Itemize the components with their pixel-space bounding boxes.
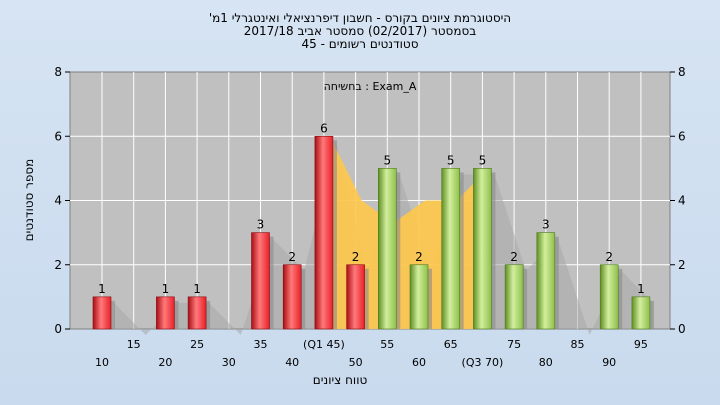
x-tick-label-9: 55: [380, 338, 394, 351]
data-label-65: 5: [447, 153, 455, 167]
x-tick-label-4: 30: [222, 356, 236, 369]
y-tick-label-left-2: 2: [54, 258, 62, 272]
data-label-75: 2: [510, 250, 518, 264]
data-label-35: 3: [257, 218, 265, 232]
data-label-10: 1: [98, 282, 106, 296]
bar-65: [441, 168, 461, 330]
y-tick-label-right-2: 2: [678, 258, 686, 272]
chart-title-line-1: היסטוגרמת ציונים בקורס - חשבון דיפרנציאל…: [209, 11, 511, 25]
y-tick-label-left-6: 6: [54, 129, 62, 143]
y-tick-label-left-0: 0: [54, 322, 62, 336]
data-label-40: 2: [288, 250, 296, 264]
x-tick-label-13: 75: [507, 338, 521, 351]
data-label-(Q1 45): 6: [320, 121, 328, 135]
x-tick-label-0: 10: [95, 356, 109, 369]
data-label-80: 3: [542, 218, 550, 232]
data-label-90: 2: [605, 250, 613, 264]
x-tick-label-17: 95: [634, 338, 648, 351]
y-tick-label-right-6: 6: [678, 129, 686, 143]
x-tick-label-10: 60: [412, 356, 426, 369]
bar-20: [156, 296, 175, 330]
data-label-55: 5: [383, 153, 391, 167]
y-tick-label-right-4: 4: [678, 194, 686, 208]
y-tick-label-right-0: 0: [678, 322, 686, 336]
x-tick-label-14: 80: [539, 356, 553, 369]
data-label-25: 1: [193, 282, 201, 296]
x-tick-label-2: 20: [158, 356, 172, 369]
bar-(Q1 45): [314, 135, 334, 330]
exam-annotation: Exam_A : בחשיחה: [324, 80, 417, 93]
chart-title-line-2: בסמסטר (02/2017) סמסטר אביב 2017/18: [244, 24, 476, 38]
bar-90: [599, 264, 619, 330]
x-tick-label-12: (Q3 70): [462, 356, 504, 369]
bar-95: [631, 296, 651, 330]
x-axis-title: טווח ציונים: [313, 373, 368, 387]
bar-80: [536, 232, 556, 330]
bar-25: [187, 296, 207, 330]
x-tick-label-7: (Q1 45): [303, 338, 345, 351]
y-tick-label-left-8: 8: [54, 65, 62, 79]
data-label-95: 1: [637, 282, 645, 296]
y-axis-title: מספר סטודנטים: [22, 159, 36, 242]
data-label-20: 1: [162, 282, 170, 296]
y-tick-label-right-8: 8: [678, 65, 686, 79]
x-tick-label-15: 85: [571, 338, 585, 351]
bar-(Q3 70): [473, 168, 492, 330]
x-tick-label-6: 40: [285, 356, 299, 369]
bar-10: [92, 296, 112, 330]
bar-40: [282, 264, 302, 330]
data-label-50: 2: [352, 250, 360, 264]
x-tick-label-16: 90: [602, 356, 616, 369]
bar-60: [409, 264, 429, 330]
chart-title-line-3: סטודנטים רשומים - 45: [301, 37, 418, 51]
x-tick-label-8: 50: [349, 356, 363, 369]
bar-55: [377, 168, 397, 330]
x-tick-label-3: 25: [190, 338, 204, 351]
data-label-(Q3 70): 5: [479, 153, 487, 167]
bar-75: [504, 264, 524, 330]
y-tick-label-left-4: 4: [54, 194, 62, 208]
bar-50: [346, 264, 365, 330]
x-tick-label-5: 35: [254, 338, 268, 351]
x-tick-label-11: 65: [444, 338, 458, 351]
data-label-60: 2: [415, 250, 423, 264]
x-tick-label-1: 15: [127, 338, 141, 351]
bar-35: [251, 232, 270, 330]
